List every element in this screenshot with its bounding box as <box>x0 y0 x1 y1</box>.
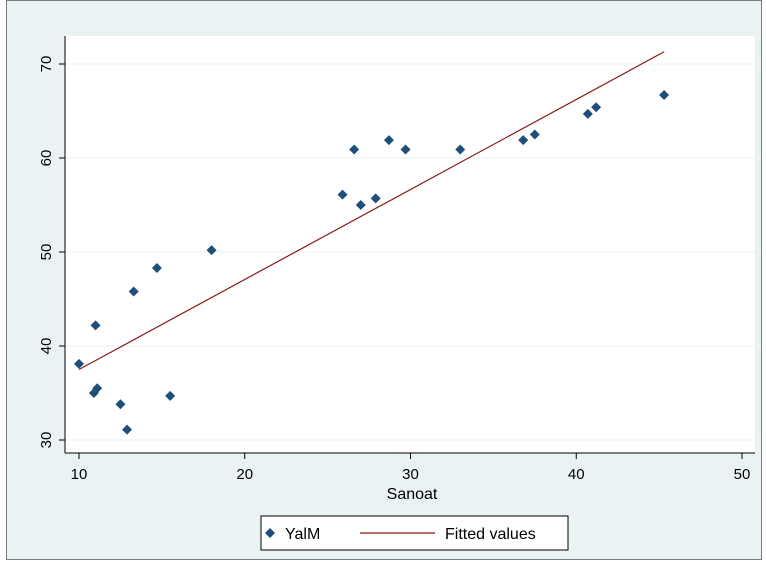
x-tick-label: 30 <box>402 466 419 483</box>
scatter-point <box>529 129 540 140</box>
scatter-point <box>151 262 162 273</box>
x-tick-label: 40 <box>568 466 585 483</box>
scatter-point <box>115 399 126 410</box>
fitted-line <box>78 51 665 371</box>
legend-label-fitted: Fitted values <box>445 526 536 543</box>
legend-label-yalm: YalM <box>285 526 320 543</box>
grid-lines <box>65 63 755 441</box>
x-tick-label: 10 <box>71 466 88 483</box>
scatter-point <box>92 383 103 394</box>
x-axis-title: Sanoat <box>387 486 438 503</box>
scatter-point <box>165 390 176 401</box>
legend: YalM Fitted values <box>260 515 569 551</box>
scatter-point <box>128 286 139 297</box>
scatter-point <box>591 102 602 113</box>
scatter-point <box>370 193 381 204</box>
scatter-point <box>206 245 217 256</box>
x-tick-label: 50 <box>734 466 751 483</box>
scatter-point <box>337 189 348 200</box>
chart-figure: 30 40 50 60 70 10 20 30 40 50 Sanoat YalM Fitted … <box>6 0 762 560</box>
fitted-line-layer <box>78 51 665 371</box>
scatter-point <box>455 144 466 155</box>
x-tick-label: 20 <box>236 466 253 483</box>
y-tick-label: 60 <box>38 150 55 167</box>
scatter-point <box>659 90 670 101</box>
legend-marker-yalm <box>265 528 275 538</box>
scatter-point <box>383 135 394 146</box>
plot-area <box>65 36 755 453</box>
scatter-point <box>90 320 101 331</box>
y-tick-label: 30 <box>38 432 55 449</box>
y-tick-label: 70 <box>38 56 55 73</box>
scatter-point <box>582 108 593 119</box>
y-tick-label: 50 <box>38 244 55 261</box>
scatter-chart: 30 40 50 60 70 10 20 30 40 50 Sanoat YalM Fitted … <box>38 36 755 551</box>
scatter-point <box>400 144 411 155</box>
scatter-point <box>122 424 133 435</box>
axis-ticks: 30 40 50 60 70 10 20 30 40 50 <box>38 56 750 483</box>
y-tick-label: 40 <box>38 338 55 355</box>
scatter-points <box>74 90 670 435</box>
scatter-point <box>74 358 84 369</box>
scatter-point <box>355 200 366 210</box>
scatter-point <box>518 135 529 146</box>
scatter-point <box>349 144 360 155</box>
